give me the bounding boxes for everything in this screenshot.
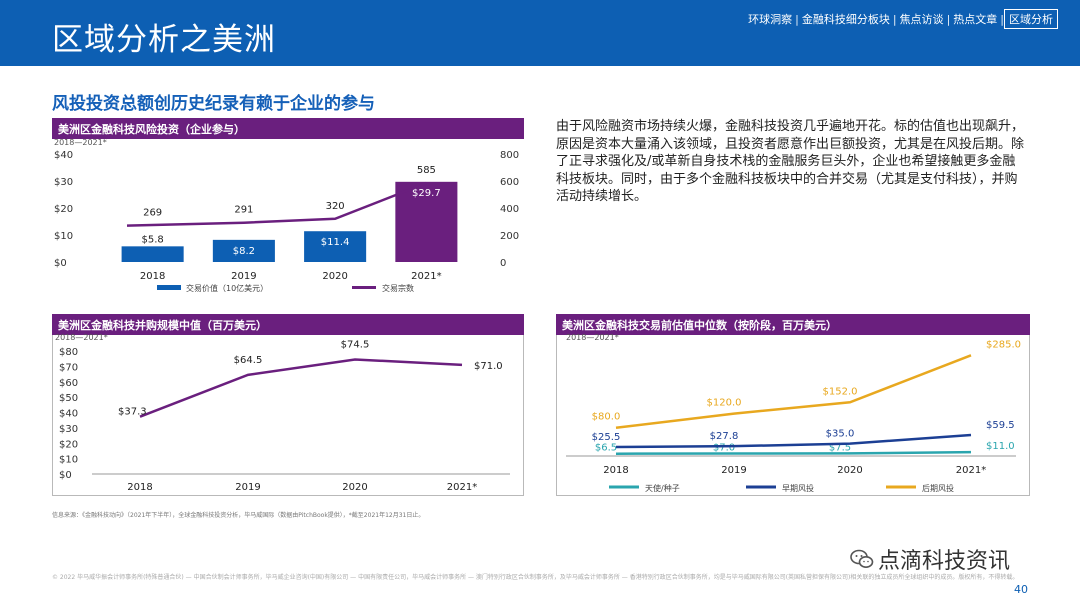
chart1-deals-line: [126, 181, 427, 227]
chart1-ytick-right: 200: [500, 231, 519, 242]
chart1-legend-label-line: 交易宗数: [382, 283, 414, 293]
chart1-title: 美洲区金融科技风险投资（企业参与）: [52, 118, 524, 139]
chart1-line-label: 269: [143, 208, 162, 219]
chart1-bar-label: $11.4: [321, 237, 350, 248]
chart3-xtick: 2021*: [956, 465, 986, 476]
chart1-ytick-left: $30: [54, 177, 73, 188]
chart3-point-label: $7.0: [713, 443, 735, 454]
chart2-ytick: $80: [59, 347, 78, 358]
chart3-point-label: $25.5: [592, 432, 621, 443]
header-bar: 区域分析之美洲 环球洞察 | 金融科技细分板块 | 焦点访谈 | 热点文章 | 区域分析: [0, 0, 1080, 66]
page-title: 区域分析之美洲: [52, 22, 276, 58]
chart1-xtick: 2018: [140, 271, 165, 282]
chart3-premoney-valuation: $6.5 $7.0 $7.5 $11.0 $25.5 $27.8 $35.0 $59.5 $80…: [566, 340, 1021, 493]
chart2-point-label: $37.3: [118, 407, 147, 418]
nav-item-regional-analysis[interactable]: 区域分析: [1004, 9, 1058, 29]
chart2-point-label: $64.5: [234, 355, 263, 366]
page-number: 40: [1014, 583, 1028, 596]
chart1-bar: [395, 181, 458, 262]
chart3-legend-label: 早期风投: [782, 483, 814, 493]
section-subtitle: 风投投资总额创历史纪录有赖于企业的参与: [52, 94, 375, 114]
chart3-legend-label: 后期风投: [922, 483, 954, 493]
chart3-line-2: [615, 354, 972, 429]
chart3-point-label: $7.5: [829, 442, 851, 453]
nav-item-fintech-segments[interactable]: 金融科技细分板块: [801, 13, 890, 26]
chart1-ytick-right: 800: [500, 150, 519, 161]
chart1-xtick: 2019: [231, 271, 256, 282]
chart1-line-label: 291: [234, 205, 253, 216]
chart3-point-label: $35.0: [826, 429, 855, 440]
chart1-ytick-right: 600: [500, 177, 519, 188]
chart1-ytick-right: 0: [500, 258, 506, 269]
chart1-ytick-left: $20: [54, 204, 73, 215]
chart2-subtitle: 2018—2021*: [55, 333, 108, 342]
chart2-xtick: 2021*: [447, 482, 477, 493]
chart1-ytick-right: 400: [500, 204, 519, 215]
chart2-xtick: 2019: [235, 482, 260, 493]
chart1-vc-investment: $0 $10 $20 $30 $40 0 200 400 600 800 $5.8 $8.2 $11.4…: [54, 150, 519, 293]
chart1-line-label: 585: [417, 165, 436, 176]
chart2-point-label: $74.5: [341, 340, 370, 350]
chart2-ytick: $10: [59, 455, 78, 466]
chart1-ytick-left: $10: [54, 231, 73, 242]
chart3-point-label: $152.0: [823, 386, 858, 397]
watermark-text: 点滴科技资讯: [878, 549, 1011, 574]
chart3-xtick: 2020: [837, 465, 862, 476]
chart2-xtick: 2018: [127, 482, 152, 493]
chart1-xtick: 2021*: [411, 271, 441, 282]
chart3-point-label: $59.5: [986, 420, 1015, 431]
chart3-title: 美洲区金融科技交易前估值中位数（按阶段，百万美元）: [556, 314, 1030, 335]
chart1-line-label: 320: [326, 201, 345, 212]
nav-item-global-insight[interactable]: 环球洞察: [748, 13, 793, 26]
chart1-legend-swatch-bar: [157, 285, 181, 290]
chart2-ytick: $30: [59, 424, 78, 435]
chart1-bar: [304, 231, 367, 262]
chart2-ytick: $70: [59, 362, 78, 373]
chart2-line: [139, 358, 463, 418]
chart3-point-label: $285.0: [986, 340, 1021, 350]
chart3-point-label: $6.5: [595, 443, 617, 454]
chart2-ma-median: $0 $10 $20 $30 $40 $50 $60 $70 $80 $37.3 $64.5 $74.…: [59, 340, 510, 493]
chart1-xtick: 2020: [322, 271, 347, 282]
chart3-xtick: 2019: [721, 465, 746, 476]
chart2-point-label: $71.0: [474, 361, 503, 372]
wechat-icon: [850, 549, 874, 568]
chart1-ytick-left: $0: [54, 258, 67, 269]
nav-item-interviews[interactable]: 焦点访谈: [899, 13, 944, 26]
chart2-ytick: $60: [59, 378, 78, 389]
chart2-ytick: $50: [59, 393, 78, 404]
chart3-point-label: $120.0: [707, 398, 742, 409]
chart3-xtick: 2018: [603, 465, 628, 476]
chart1-bar: [121, 246, 184, 262]
analysis-paragraph: 由于风险融资市场持续火爆，金融科技投资几乎遍地开花。标的估值也出现飙升，原因是资…: [556, 119, 1025, 204]
top-nav: 环球洞察 | 金融科技细分板块 | 焦点访谈 | 热点文章 | 区域分析: [745, 9, 1058, 29]
chart2-ytick: $40: [59, 409, 78, 420]
chart3-legend-label: 天使/种子: [645, 483, 680, 493]
watermark: 点滴科技资讯: [850, 543, 1010, 575]
chart3-line-1: [615, 433, 972, 449]
chart2-ytick: $0: [59, 470, 72, 481]
copyright-footer: © 2022 毕马威华振会计师事务所(特殊普通合伙) — 中国合伙制会计师事务所…: [52, 574, 1019, 581]
chart2-title: 美洲区金融科技并购规模中值（百万美元）: [52, 314, 524, 335]
chart1-legend-label-bar: 交易价值（10亿美元）: [186, 283, 268, 293]
chart3-point-label: $80.0: [592, 412, 621, 423]
nav-item-hot-articles[interactable]: 热点文章: [953, 13, 998, 26]
chart3-point-label: $27.8: [710, 431, 739, 442]
chart1-bar-label: $8.2: [233, 246, 255, 257]
chart1-subtitle: 2018—2021*: [54, 138, 107, 147]
source-note: 信息来源：《金融科技动向》（2021年下半年），全球金融科技投资分析，毕马威国际…: [52, 512, 425, 519]
chart1-bar-label: $29.7: [412, 188, 441, 199]
chart2-xtick: 2020: [342, 482, 367, 493]
chart1-ytick-left: $40: [54, 150, 73, 161]
chart3-line-0: [615, 450, 972, 455]
chart2-ytick: $20: [59, 439, 78, 450]
chart3-subtitle: 2018—2021*: [566, 333, 619, 342]
chart1-bar-label: $5.8: [141, 234, 163, 245]
chart3-point-label: $11.0: [986, 441, 1015, 452]
chart1-bar: [212, 239, 275, 262]
